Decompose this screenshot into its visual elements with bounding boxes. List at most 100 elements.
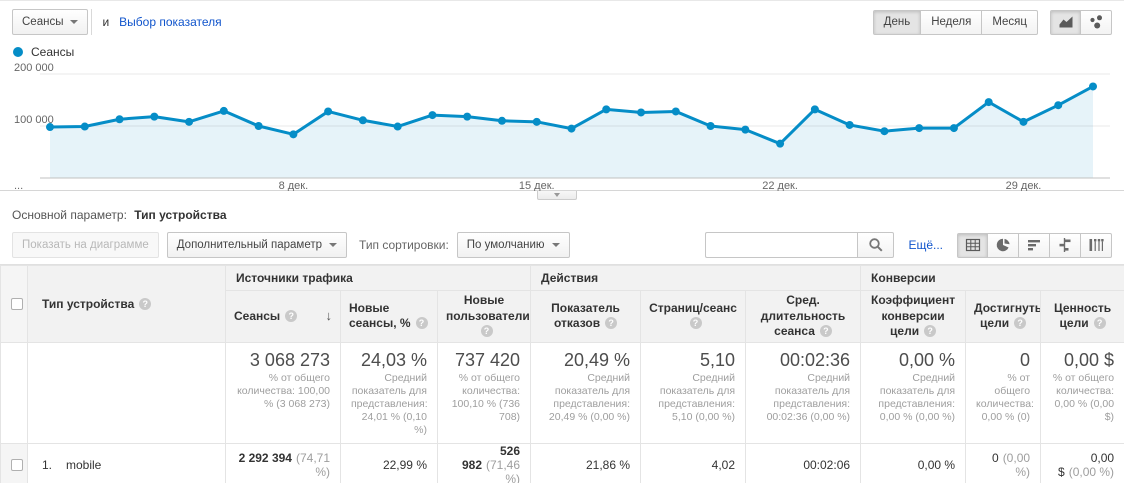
summary-new-users: 737 420% от общего количества: 100,10 % … bbox=[436, 341, 532, 444]
select-metric-link[interactable]: Выбор показателя bbox=[119, 15, 222, 29]
data-point bbox=[637, 108, 646, 117]
chart-legend: Сеансы bbox=[0, 43, 1124, 61]
secondary-dimension-dropdown[interactable]: Дополнительный параметр bbox=[166, 232, 348, 258]
help-icon[interactable]: ? bbox=[1093, 317, 1106, 330]
data-point bbox=[46, 123, 54, 132]
column-header-conversion-rate[interactable]: Коэффициент конверсии цели? bbox=[860, 290, 967, 343]
data-point bbox=[1054, 101, 1063, 110]
data-point bbox=[428, 111, 437, 120]
sort-type-dropdown[interactable]: По умолчанию bbox=[456, 232, 570, 258]
data-point bbox=[463, 112, 472, 121]
column-header-bounce-rate[interactable]: Показатель отказов? bbox=[530, 290, 642, 343]
summary-new-sessions: 24,03 % Средний показатель для представле… bbox=[340, 341, 438, 444]
column-header-goal-value[interactable]: Ценность цели? bbox=[1040, 290, 1124, 343]
metric-group-header-row: Тип устройства? Источники трафика Действ… bbox=[0, 265, 1124, 343]
granularity-week-button[interactable]: Неделя bbox=[921, 9, 983, 35]
data-point bbox=[567, 124, 576, 133]
chart-toolbar: Сеансы и Выбор показателя День Неделя Ме… bbox=[0, 1, 1124, 43]
metric-dropdown[interactable]: Сеансы bbox=[12, 9, 89, 35]
percentage-view-button[interactable] bbox=[988, 232, 1019, 258]
table-view-icon bbox=[965, 238, 980, 252]
data-point bbox=[776, 139, 785, 148]
pivot-view-button[interactable] bbox=[1081, 232, 1112, 258]
search-input[interactable] bbox=[705, 232, 858, 258]
column-header-new-users[interactable]: Новые пользователи? bbox=[436, 290, 532, 343]
comparison-view-button[interactable] bbox=[1050, 232, 1081, 258]
summary-goal-completions: 0% от общего количества: 0,00 % (0) bbox=[965, 341, 1042, 444]
summary-pages-session: 5,10 Средний показатель для представления… bbox=[640, 341, 747, 444]
summary-sessions: 3 068 273% от общего количества: 100,00 … bbox=[225, 341, 341, 444]
data-point bbox=[358, 116, 367, 125]
help-icon[interactable]: ? bbox=[415, 317, 428, 330]
annotations-toggle[interactable] bbox=[537, 191, 577, 200]
help-icon[interactable]: ? bbox=[605, 317, 618, 330]
data-point bbox=[532, 117, 541, 126]
data-point bbox=[80, 122, 89, 131]
primary-dimension-value[interactable]: Тип устройства bbox=[134, 208, 227, 222]
granularity-switcher: День Неделя Месяц bbox=[872, 9, 1038, 35]
dimension-header-label: Тип устройства bbox=[42, 296, 135, 311]
y-axis-tick-label: 100 000 bbox=[14, 114, 54, 126]
data-point bbox=[602, 105, 611, 114]
series-color-dot bbox=[13, 47, 23, 57]
line-chart-icon bbox=[1059, 16, 1072, 28]
granularity-day-button[interactable]: День bbox=[872, 9, 922, 35]
column-header-goal-completions[interactable]: Достигнутые цели? bbox=[965, 290, 1042, 343]
conjunction-label: и bbox=[102, 15, 110, 29]
group-header-behavior: Действия bbox=[530, 265, 862, 291]
column-header-pages-session[interactable]: Страниц/сеанс? bbox=[640, 290, 747, 343]
line-chart-view-button[interactable] bbox=[1050, 9, 1081, 35]
row-checkbox[interactable] bbox=[11, 458, 23, 471]
divider bbox=[91, 9, 93, 35]
summary-dimension-cell bbox=[27, 341, 226, 444]
summary-bounce-rate: 20,49 % Средний показатель для представле… bbox=[530, 341, 642, 444]
data-table-view-button[interactable] bbox=[957, 232, 988, 258]
pivot-table-icon bbox=[1089, 239, 1104, 251]
table-search bbox=[705, 232, 895, 258]
caret-down-icon bbox=[70, 20, 79, 24]
advanced-filter-link[interactable]: Ещё... bbox=[908, 238, 943, 252]
group-header-acquisition: Источники трафика bbox=[224, 265, 532, 291]
search-button[interactable] bbox=[857, 232, 895, 258]
x-axis-tick-label: 22 дек. bbox=[762, 180, 798, 191]
help-icon[interactable]: ? bbox=[1014, 317, 1027, 330]
data-point bbox=[671, 107, 680, 116]
help-icon[interactable]: ? bbox=[924, 325, 937, 338]
comparison-bars-icon bbox=[1059, 238, 1071, 252]
data-point bbox=[984, 98, 993, 107]
column-header-new-sessions[interactable]: Новые сеансы, %? bbox=[340, 290, 438, 343]
data-point bbox=[150, 112, 159, 121]
chevron-down-icon bbox=[554, 193, 560, 197]
summary-avg-duration: 00:02:36 Средний показатель для представл… bbox=[745, 341, 862, 444]
dimension-column-header[interactable]: Тип устройства? bbox=[27, 265, 226, 343]
select-all-checkbox[interactable] bbox=[11, 297, 23, 310]
column-header-sessions[interactable]: Сеансы? ↓ bbox=[225, 290, 341, 343]
sessions-header-label: Сеансы bbox=[234, 308, 281, 323]
column-header-avg-duration[interactable]: Сред. длительность сеанса? bbox=[745, 290, 862, 343]
data-point bbox=[393, 122, 402, 131]
caret-down-icon bbox=[329, 243, 338, 247]
motion-chart-icon bbox=[1090, 15, 1102, 29]
help-icon[interactable]: ? bbox=[819, 325, 832, 338]
metric-column-header-row: Сеансы? ↓ Новые сеансы, %? Новые пользов… bbox=[1, 290, 1124, 343]
motion-chart-view-button[interactable] bbox=[1081, 9, 1112, 35]
data-point bbox=[185, 117, 194, 126]
granularity-month-button[interactable]: Месяц bbox=[982, 9, 1038, 35]
help-icon[interactable]: ? bbox=[139, 297, 152, 310]
sort-type-label: Тип сортировки: bbox=[359, 238, 449, 252]
primary-dimension-label: Основной параметр: bbox=[12, 208, 127, 222]
help-icon[interactable]: ? bbox=[480, 325, 493, 338]
device-name: mobile bbox=[66, 457, 102, 472]
group-header-conversions: Конверсии bbox=[860, 265, 1124, 291]
data-point bbox=[497, 116, 506, 125]
help-icon[interactable]: ? bbox=[689, 317, 702, 330]
plot-rows-button[interactable]: Показать на диаграмме bbox=[12, 232, 159, 258]
sort-desc-icon: ↓ bbox=[325, 307, 333, 323]
performance-view-button[interactable] bbox=[1019, 232, 1050, 258]
search-icon bbox=[869, 238, 883, 252]
table-view-switcher bbox=[957, 232, 1112, 258]
secondary-dimension-label: Дополнительный параметр bbox=[176, 239, 323, 251]
help-icon[interactable]: ? bbox=[285, 310, 298, 323]
chart-type-switcher bbox=[1050, 9, 1112, 35]
line-chart-canvas[interactable]: 100 000 200 000... 8 дек. 15 дек. 22 дек. 29 … bbox=[0, 61, 1124, 191]
